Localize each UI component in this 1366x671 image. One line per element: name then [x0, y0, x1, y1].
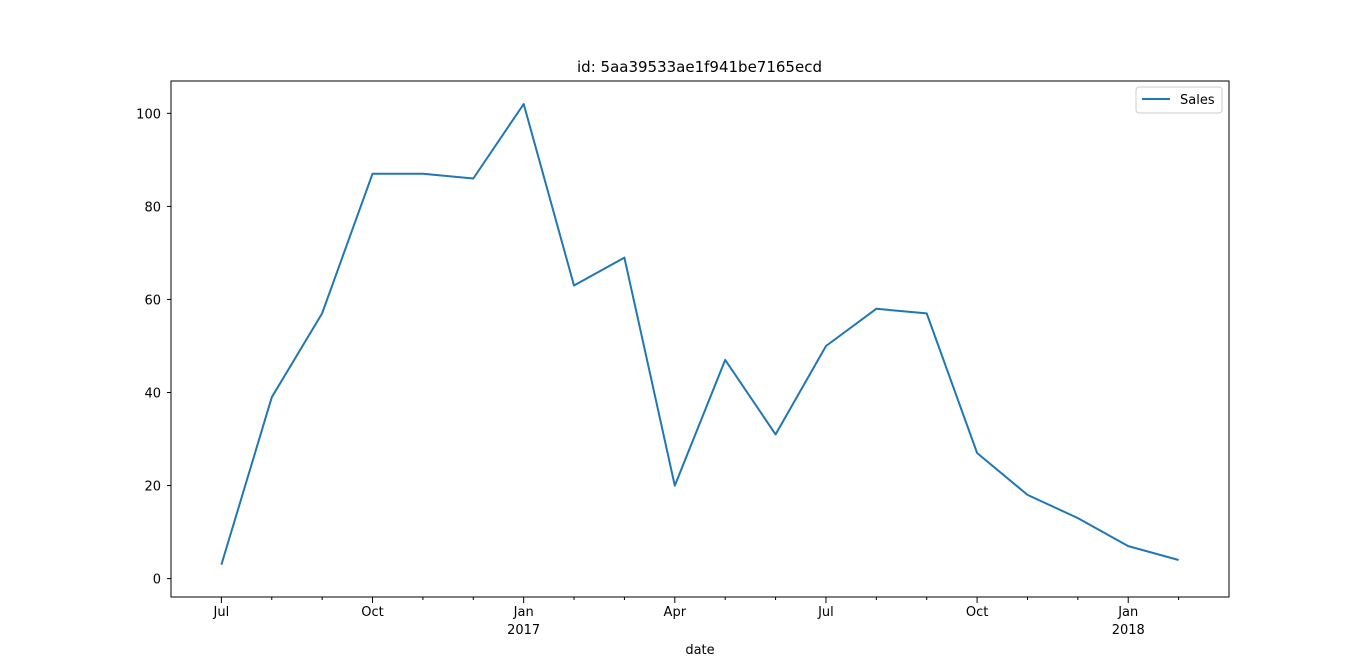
x-tick-year-label: 2018 [1112, 623, 1145, 638]
data-point [321, 312, 323, 314]
legend[interactable]: Sales [1135, 86, 1223, 114]
series-line-sales [220, 103, 1179, 565]
plot-area [170, 80, 1230, 598]
data-point [1127, 545, 1129, 547]
x-tick-label: Jul [213, 605, 230, 620]
legend-box [1135, 86, 1223, 114]
chart-title: id: 5aa39533ae1f941be7165ecd [577, 58, 822, 76]
data-point [976, 452, 978, 454]
data-point [573, 285, 575, 287]
x-tick-label: Oct [966, 605, 988, 620]
y-tick-label: 40 [144, 387, 161, 402]
y-axis: 0 20 40 60 80 100 [136, 107, 171, 588]
data-point [926, 312, 928, 314]
data-point [875, 308, 877, 310]
x-tick-label: Oct [361, 605, 383, 620]
data-point [220, 564, 222, 566]
data-point [523, 103, 525, 105]
data-point [1178, 559, 1180, 561]
x-axis: Jul Oct Jan 2017 Apr Jul Oct Jan 2018 [213, 597, 1180, 638]
x-axis-label: date [685, 643, 714, 658]
axes-background [171, 81, 1229, 597]
data-point [372, 173, 374, 175]
data-point [674, 485, 676, 487]
data-point [422, 173, 424, 175]
x-tick-label: Jul [817, 605, 834, 620]
x-tick-year-label: 2017 [507, 623, 540, 638]
data-point [724, 359, 726, 361]
data-point [1077, 517, 1079, 519]
legend-label-sales: Sales [1180, 93, 1215, 108]
x-tick-label: Jan [513, 605, 534, 620]
x-tick-label: Apr [664, 605, 687, 620]
data-point [271, 396, 273, 398]
y-tick-label: 60 [144, 293, 161, 308]
series-layer [220, 103, 1180, 566]
y-tick-label: 100 [136, 107, 161, 122]
data-point [472, 178, 474, 180]
data-point [825, 345, 827, 347]
y-tick-label: 80 [144, 200, 161, 215]
x-tick-label: Jan [1117, 605, 1138, 620]
axes-frame [170, 80, 1230, 598]
y-tick-label: 0 [153, 573, 161, 588]
y-tick-label: 20 [144, 480, 161, 495]
data-point [775, 433, 777, 435]
data-point [1027, 494, 1029, 496]
data-point [623, 257, 625, 259]
